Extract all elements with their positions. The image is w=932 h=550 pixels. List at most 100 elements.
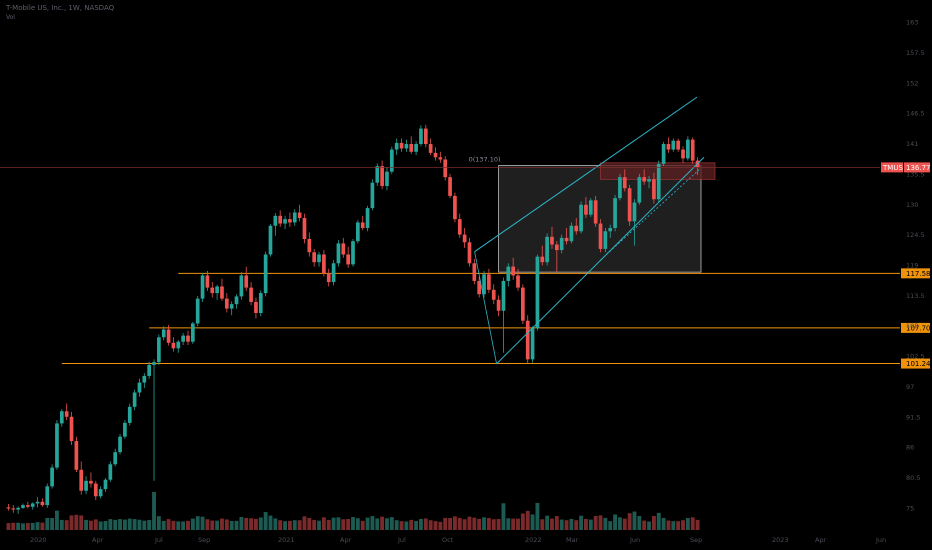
- volume-bar: [283, 521, 287, 530]
- volume-bar: [535, 502, 540, 530]
- volume-bar: [59, 519, 64, 530]
- time-tick-label: Apr: [815, 536, 827, 544]
- volume-bar: [346, 518, 351, 530]
- volume-bar: [472, 517, 477, 530]
- volume-bar: [394, 520, 399, 530]
- candle-body: [215, 286, 219, 294]
- volume-bar: [486, 517, 491, 530]
- volume-bar: [200, 516, 205, 530]
- volume-bar: [491, 519, 496, 530]
- price-tick-label: 91.5: [906, 413, 920, 421]
- volume-bars: [6, 492, 700, 530]
- volume-bar: [190, 518, 195, 530]
- volume-bar: [268, 515, 273, 530]
- time-tick-label: 2022: [525, 536, 542, 544]
- box-label: 0(137.10): [469, 156, 501, 164]
- channel-lower-line: [496, 156, 705, 365]
- volume-bar: [103, 521, 108, 530]
- candle-body: [64, 411, 69, 417]
- candle-body: [317, 254, 321, 263]
- candle-body: [535, 256, 540, 329]
- candle-body: [404, 144, 409, 149]
- candle-body: [224, 298, 229, 309]
- candle-body: [511, 266, 515, 276]
- volume-bar: [40, 522, 45, 530]
- candle-body: [142, 375, 147, 383]
- volume-bar: [181, 521, 186, 530]
- price-axis: 163 157.5 152 146.5 141 135.5 130 124.5 119 113.5…: [906, 19, 925, 513]
- chart-header-title: T-Mobile US, Inc., 1W, NASDAQ: [6, 4, 115, 12]
- candle-body: [45, 486, 50, 506]
- volume-bar: [603, 517, 608, 530]
- candle-body: [559, 237, 564, 251]
- candle-body: [113, 452, 118, 465]
- volume-bar: [564, 520, 569, 530]
- volume-bar: [656, 512, 661, 530]
- time-tick-label: Mar: [566, 536, 579, 544]
- volume-bar: [482, 517, 486, 530]
- volume-bar: [108, 519, 113, 530]
- candle-body: [457, 219, 462, 235]
- candle-body: [6, 507, 11, 509]
- current-price-badge: [904, 162, 930, 173]
- volume-bar: [569, 518, 574, 530]
- price-tick-label: 108: [906, 322, 918, 330]
- candle-body: [166, 329, 171, 343]
- candle-body: [132, 392, 137, 407]
- price-tick-label: 141: [906, 140, 918, 148]
- candle-body: [554, 244, 559, 251]
- channel-mid-line: [600, 168, 701, 261]
- candle-body: [210, 287, 215, 294]
- candle-body: [370, 182, 375, 209]
- volume-bar: [166, 519, 171, 530]
- volume-bar: [45, 517, 50, 530]
- candle-body: [448, 177, 452, 196]
- candle-body: [30, 503, 35, 507]
- volume-bar: [297, 520, 302, 530]
- level-badge-text: 101.24: [906, 360, 931, 368]
- volume-bar: [132, 519, 137, 530]
- trend-channel: [474, 96, 705, 365]
- volume-bar: [79, 515, 84, 530]
- volume-bar: [428, 520, 433, 530]
- volume-bar: [443, 517, 448, 530]
- candle-body: [491, 289, 496, 300]
- candle-body: [593, 200, 598, 224]
- volume-bar: [375, 518, 380, 530]
- channel-edge-line: [474, 251, 497, 364]
- candle-body: [365, 208, 370, 228]
- candle-body: [419, 128, 423, 145]
- candle-body: [588, 200, 593, 215]
- candle-body: [375, 166, 380, 183]
- volume-bar: [525, 510, 530, 530]
- volume-bar: [50, 517, 55, 530]
- time-tick-label: Jun: [629, 536, 640, 544]
- volume-bar: [651, 516, 656, 530]
- candle-body: [433, 152, 438, 158]
- candle-body: [161, 329, 166, 338]
- volume-bar: [326, 519, 331, 530]
- volume-bar: [584, 518, 588, 530]
- volume-bar: [307, 517, 312, 530]
- volume-bar: [681, 520, 685, 530]
- candle-body: [356, 222, 360, 242]
- candle-body: [40, 501, 45, 506]
- volume-bar: [331, 517, 336, 530]
- candle-body: [273, 215, 278, 226]
- volume-bar: [370, 516, 375, 530]
- candle-body: [74, 441, 79, 470]
- volume-bar: [608, 521, 613, 530]
- candle-body: [462, 234, 467, 243]
- volume-bar: [360, 520, 365, 530]
- candle-body: [550, 236, 554, 245]
- volume-bar: [11, 522, 16, 530]
- volume-bar: [341, 519, 346, 530]
- price-tick-label: 80.5: [906, 474, 920, 482]
- volume-bar: [666, 520, 671, 530]
- chart-header-sub: Vol: [6, 14, 15, 21]
- volume-bar: [176, 521, 181, 530]
- candle-body: [637, 177, 642, 203]
- time-tick-label: Jul: [154, 536, 163, 544]
- candle-body: [118, 436, 122, 453]
